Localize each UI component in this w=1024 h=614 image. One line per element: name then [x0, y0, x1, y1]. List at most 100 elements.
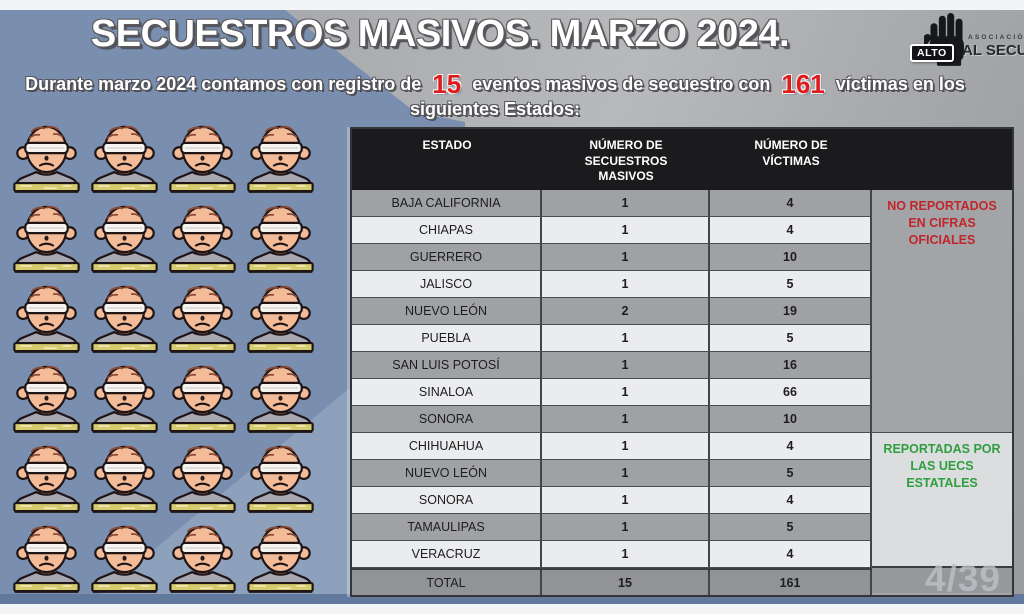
victims-count: 161: [781, 69, 825, 99]
cell-number: 1: [542, 325, 710, 351]
annotation-total-band: [872, 568, 1012, 593]
subtitle-line2: siguientes Estados:: [409, 99, 581, 119]
hostage-blindfold-icon: [247, 365, 314, 433]
hostage-blindfold-icon: [13, 445, 80, 513]
cell-total-number: 161: [710, 570, 872, 595]
hostage-blindfold-icon: [13, 285, 80, 353]
cell-state: BAJA CALIFORNIA: [352, 190, 542, 216]
table-row: NUEVO LEÓN 2 19: [352, 298, 872, 325]
hostage-blindfold-icon: [91, 205, 158, 273]
cell-state: NUEVO LEÓN: [352, 460, 542, 486]
hostage-grid: [10, 121, 317, 594]
logo-al-secuestro-text: AL SECUESTRO: [962, 42, 1024, 59]
cell-number: 4: [710, 217, 872, 243]
cell-number: 1: [542, 433, 710, 459]
table-row: BAJA CALIFORNIA 1 4: [352, 190, 872, 217]
bottom-blue-bar: [0, 594, 1024, 604]
hostage-blindfold-icon: [169, 125, 236, 193]
cell-state: CHIAPAS: [352, 217, 542, 243]
table-row: SONORA 1 4: [352, 487, 872, 514]
hostage-blindfold-icon: [247, 205, 314, 273]
cell-state: SONORA: [352, 487, 542, 513]
alto-badge: ALTO: [910, 44, 954, 62]
cell-number: 5: [710, 271, 872, 297]
cell-number: 4: [710, 541, 872, 567]
hostage-blindfold-icon: [91, 285, 158, 353]
hostage-blindfold-icon: [13, 125, 80, 193]
hostage-blindfold-icon: [247, 285, 314, 353]
cell-number: 4: [710, 190, 872, 216]
cell-number: 1: [542, 541, 710, 567]
hostage-blindfold-icon: [91, 125, 158, 193]
table-row: CHIHUAHUA 1 4: [352, 433, 872, 460]
cell-number: 66: [710, 379, 872, 405]
hostage-blindfold-icon: [247, 445, 314, 513]
cell-number: 5: [710, 325, 872, 351]
data-table: ESTADO NÚMERO DE SECUESTROS MASIVOS NÚME…: [350, 127, 1014, 597]
cell-number: 4: [710, 487, 872, 513]
hostage-blindfold-icon: [169, 365, 236, 433]
cell-state: VERACRUZ: [352, 541, 542, 567]
events-count: 15: [432, 69, 462, 99]
cell-number: 5: [710, 514, 872, 540]
cell-number: 1: [542, 190, 710, 216]
cell-number: 1: [542, 406, 710, 432]
cell-state: SONORA: [352, 406, 542, 432]
table-body: BAJA CALIFORNIA 1 4 CHIAPAS 1 4 GUERRERO 1 10 JAL…: [352, 190, 1012, 595]
table-row: TAMAULIPAS 1 5: [352, 514, 872, 541]
table-row: SINALOA 1 66: [352, 379, 872, 406]
table-row: SONORA 1 10: [352, 406, 872, 433]
hostage-blindfold-icon: [169, 445, 236, 513]
page-number: 4/39: [925, 558, 1002, 599]
cell-number: 1: [542, 244, 710, 270]
cell-number: 4: [710, 433, 872, 459]
hostage-blindfold-icon: [91, 445, 158, 513]
hostage-blindfold-icon: [13, 365, 80, 433]
bottom-white-strip: [0, 604, 1024, 614]
subtitle-part3: víctimas en los: [835, 74, 965, 94]
cell-total-number: 15: [542, 570, 710, 595]
hostage-blindfold-icon: [91, 525, 158, 593]
cell-state: SAN LUIS POTOSÍ: [352, 352, 542, 378]
table-row: JALISCO 1 5: [352, 271, 872, 298]
cell-number: 1: [542, 352, 710, 378]
table-rows: BAJA CALIFORNIA 1 4 CHIAPAS 1 4 GUERRERO 1 10 JAL…: [352, 190, 872, 595]
cell-state: PUEBLA: [352, 325, 542, 351]
cell-number: 2: [542, 298, 710, 324]
cell-number: 1: [542, 217, 710, 243]
hostage-blindfold-icon: [169, 525, 236, 593]
header-secuestros: NÚMERO DE SECUESTROS MASIVOS: [584, 138, 668, 184]
hostage-blindfold-icon: [13, 205, 80, 273]
hostage-blindfold-icon: [91, 365, 158, 433]
cell-state: CHIHUAHUA: [352, 433, 542, 459]
cell-number: 1: [542, 271, 710, 297]
table-row: CHIAPAS 1 4: [352, 217, 872, 244]
cell-state: TAMAULIPAS: [352, 514, 542, 540]
header-victimas: NÚMERO DE VÍCTIMAS: [754, 138, 828, 168]
cell-total-label: TOTAL: [352, 570, 542, 595]
table-total-row: TOTAL 15 161: [352, 568, 872, 595]
cell-number: 1: [542, 379, 710, 405]
table-row: GUERRERO 1 10: [352, 244, 872, 271]
cell-number: 16: [710, 352, 872, 378]
table-row: NUEVO LEÓN 1 5: [352, 460, 872, 487]
cell-number: 10: [710, 244, 872, 270]
cell-state: SINALOA: [352, 379, 542, 405]
cell-number: 1: [542, 514, 710, 540]
alto-al-secuestro-logo: ALTO ASOCIACIÓN AL SECUESTRO: [898, 10, 1024, 78]
top-white-strip: [0, 0, 1024, 10]
subtitle-part1: Durante marzo 2024 contamos con registro…: [25, 74, 422, 94]
annotation-column: NO REPORTADOS EN CIFRAS OFICIALES REPORT…: [872, 190, 1012, 595]
cell-number: 1: [542, 460, 710, 486]
hostage-blindfold-icon: [169, 205, 236, 273]
annotation-not-reported: NO REPORTADOS EN CIFRAS OFICIALES: [872, 190, 1012, 433]
cell-state: JALISCO: [352, 271, 542, 297]
cell-number: 5: [710, 460, 872, 486]
cell-number: 1: [542, 487, 710, 513]
cell-state: NUEVO LEÓN: [352, 298, 542, 324]
subtitle-line1: Durante marzo 2024 contamos con registro…: [0, 69, 990, 100]
cell-state: GUERRERO: [352, 244, 542, 270]
table-row: SAN LUIS POTOSÍ 1 16: [352, 352, 872, 379]
table-row: PUEBLA 1 5: [352, 325, 872, 352]
